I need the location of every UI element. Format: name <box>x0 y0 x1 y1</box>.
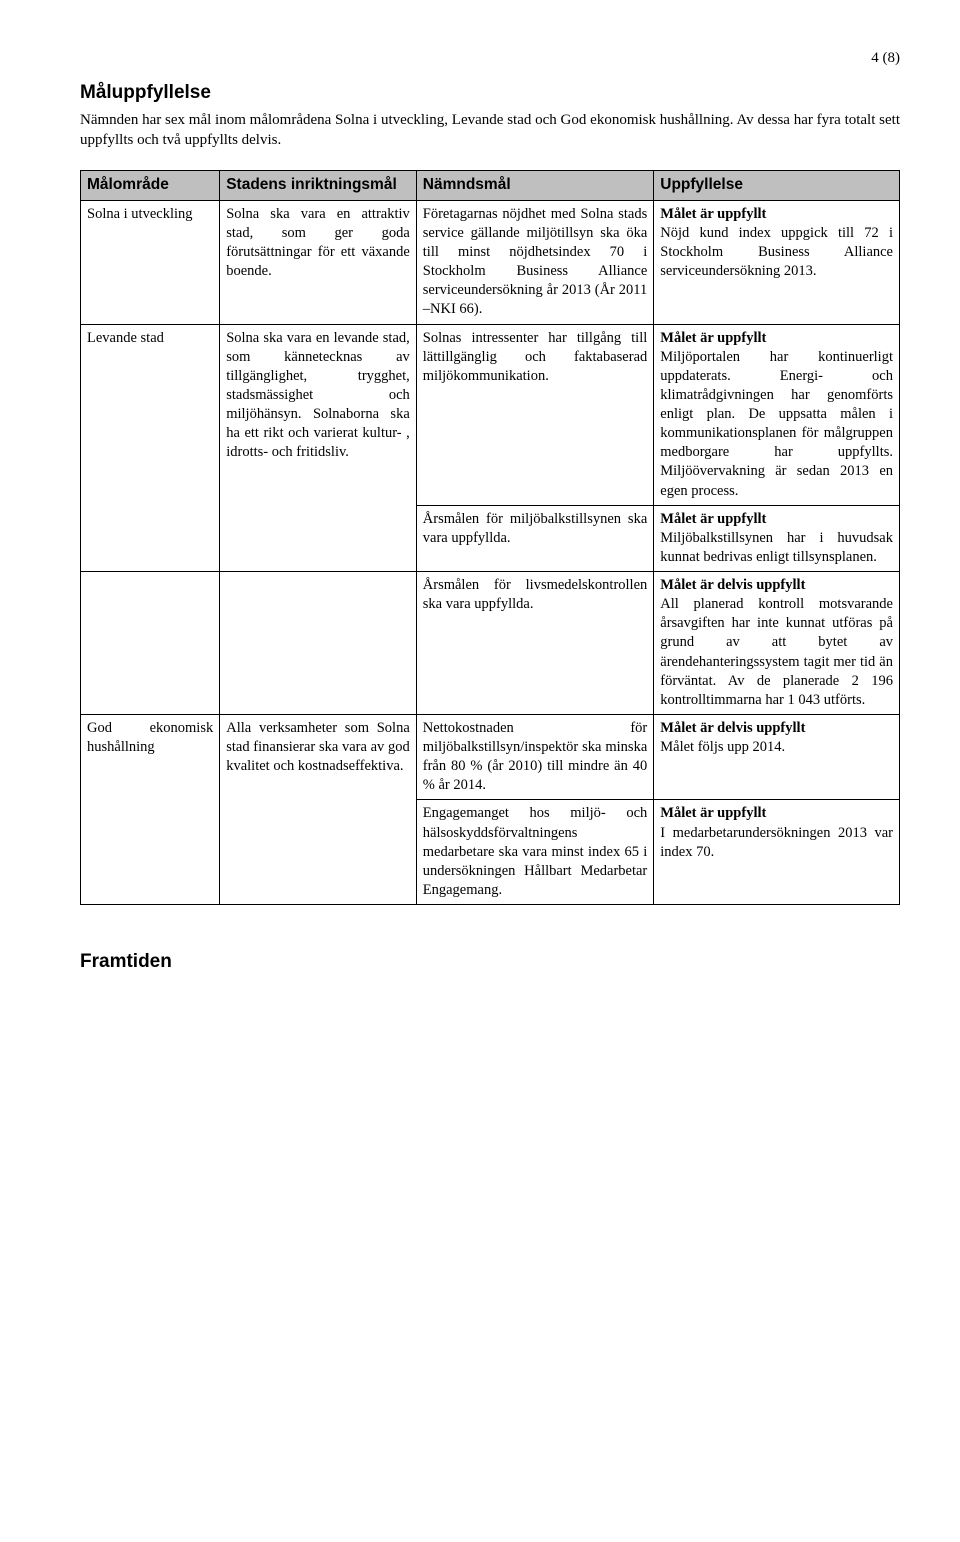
status-label: Målet är uppfyllt <box>660 206 766 222</box>
status-label: Målet är delvis uppfyllt <box>660 720 805 736</box>
cell-inriktningsmal: Solna ska vara en attraktiv stad, som ge… <box>220 200 417 324</box>
status-label: Målet är delvis uppfyllt <box>660 577 805 593</box>
status-text: Miljöportalen har kontinuerligt uppdater… <box>660 349 893 499</box>
cell-uppfyllelse: Målet är uppfyllt Miljöportalen har kont… <box>654 324 900 505</box>
table-row: Solna i utveckling Solna ska vara en att… <box>81 200 900 324</box>
cell-namndsmal: Årsmålen för livsmedelskontrollen ska va… <box>416 572 654 715</box>
cell-empty <box>220 572 417 715</box>
status-text: Nöjd kund index uppgick till 72 i Stockh… <box>660 225 893 279</box>
cell-inriktningsmal: Alla verksamheter som Solna stad finansi… <box>220 714 417 904</box>
table-header-row: Målområde Stadens inriktningsmål Nämndsm… <box>81 171 900 200</box>
status-text: I medarbetarundersökningen 2013 var inde… <box>660 825 893 860</box>
status-text: Miljöbalkstillsynen har i huvudsak kunna… <box>660 530 893 565</box>
cell-malomrade: Levande stad <box>81 324 220 572</box>
cell-malomrade: Solna i utveckling <box>81 200 220 324</box>
col-header-namndsmal: Nämndsmål <box>416 171 654 200</box>
cell-namndsmal: Nettokostnaden för miljöbalkstillsyn/ins… <box>416 714 654 800</box>
cell-uppfyllelse: Målet är uppfyllt I medarbetarundersökni… <box>654 800 900 905</box>
cell-uppfyllelse: Målet är uppfyllt Miljöbalkstillsynen ha… <box>654 505 900 571</box>
status-label: Målet är uppfyllt <box>660 805 766 821</box>
col-header-malomrade: Målområde <box>81 171 220 200</box>
cell-malomrade: God ekonomisk hushållning <box>81 714 220 904</box>
table-row: Levande stad Solna ska vara en levande s… <box>81 324 900 505</box>
cell-inriktningsmal: Solna ska vara en levande stad, som känn… <box>220 324 417 572</box>
status-label: Målet är uppfyllt <box>660 330 766 346</box>
intro-paragraph: Nämnden har sex mål inom målområdena Sol… <box>80 110 900 151</box>
cell-uppfyllelse: Målet är uppfyllt Nöjd kund index uppgic… <box>654 200 900 324</box>
table-row: God ekonomisk hushållning Alla verksamhe… <box>81 714 900 800</box>
cell-namndsmal: Företagarnas nöjdhet med Solna stads ser… <box>416 200 654 324</box>
cell-namndsmal: Årsmålen för miljöbalkstillsynen ska var… <box>416 505 654 571</box>
section-title-maluppfyllelse: Måluppfyllelse <box>80 80 900 106</box>
goals-table: Målområde Stadens inriktningsmål Nämndsm… <box>80 170 900 905</box>
status-label: Målet är uppfyllt <box>660 511 766 527</box>
cell-namndsmal: Solnas intressenter har tillgång till lä… <box>416 324 654 505</box>
col-header-uppfyllelse: Uppfyllelse <box>654 171 900 200</box>
section-title-framtiden: Framtiden <box>80 949 900 975</box>
col-header-inriktningsmal: Stadens inriktningsmål <box>220 171 417 200</box>
table-row: Årsmålen för livsmedelskontrollen ska va… <box>81 572 900 715</box>
cell-namndsmal: Engagemanget hos miljö- och hälsoskyddsf… <box>416 800 654 905</box>
status-text: All planerad kontroll motsvarande årsavg… <box>660 596 893 708</box>
cell-empty <box>81 572 220 715</box>
page-number: 4 (8) <box>80 48 900 68</box>
status-text: Målet följs upp 2014. <box>660 739 785 755</box>
cell-uppfyllelse: Målet är delvis uppfyllt All planerad ko… <box>654 572 900 715</box>
cell-uppfyllelse: Målet är delvis uppfyllt Målet följs upp… <box>654 714 900 800</box>
